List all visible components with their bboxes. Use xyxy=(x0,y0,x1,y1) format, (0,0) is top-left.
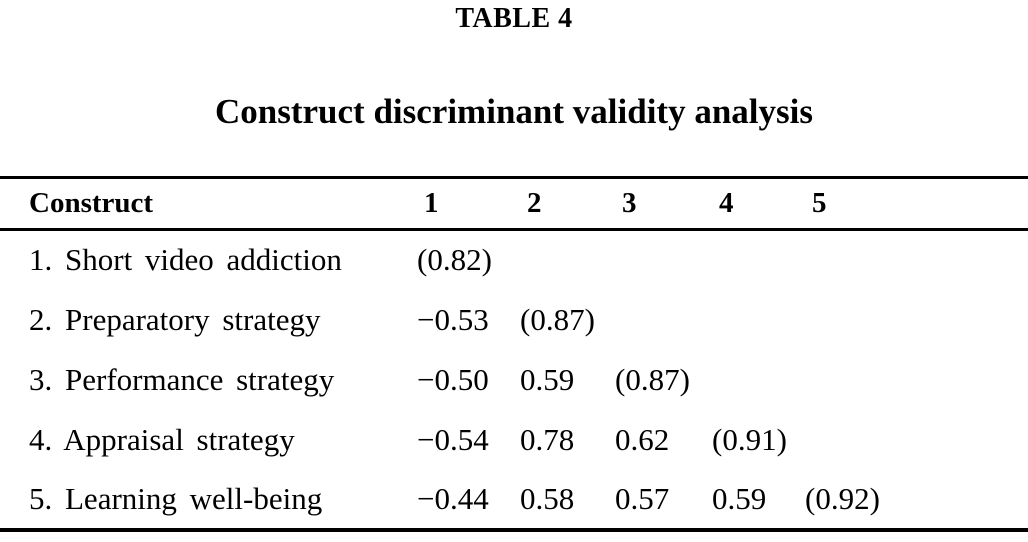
cell-r1c5 xyxy=(805,230,1028,290)
construct-label: 3. Performance strategy xyxy=(29,361,335,397)
header-cell-4: 4 xyxy=(712,177,805,231)
header-cell-3: 3 xyxy=(615,177,712,231)
table-row: 5. Learning well-being −0.44 0.58 0.57 0… xyxy=(0,470,1028,530)
cell-r3c1: −0.50 xyxy=(417,361,489,397)
cell-r5c2: 0.58 xyxy=(520,480,575,516)
table-row: 2. Preparatory strategy −0.53 (0.87) xyxy=(0,290,1028,350)
cell-r2c5 xyxy=(805,290,1028,350)
header-cell-construct: Construct xyxy=(0,177,417,231)
cell-r1c3 xyxy=(615,230,712,290)
header-cell-2: 2 xyxy=(520,177,615,231)
cell-r3c3: (0.87) xyxy=(615,361,690,397)
cell-r5c5: (0.92) xyxy=(805,480,880,516)
table-title: Construct discriminant validity analysis xyxy=(215,92,813,131)
table-row: 1. Short video addiction (0.82) xyxy=(0,230,1028,290)
cell-r4c4: (0.91) xyxy=(712,421,787,457)
cell-r1c1: (0.82) xyxy=(417,242,492,278)
cell-r3c5 xyxy=(805,350,1028,410)
cell-r3c2: 0.59 xyxy=(520,361,575,397)
header-cell-5: 5 xyxy=(805,177,1028,231)
table-number-label: TABLE 4 xyxy=(455,3,573,34)
cell-r4c3: 0.62 xyxy=(615,421,670,457)
cell-r2c2: (0.87) xyxy=(520,301,595,337)
table-row: 4. Appraisal strategy −0.54 0.78 0.62 (0… xyxy=(0,410,1028,470)
table-header-row: Construct 1 2 3 4 5 xyxy=(0,177,1028,231)
cell-r5c3: 0.57 xyxy=(615,480,670,516)
cell-r4c2: 0.78 xyxy=(520,421,575,457)
cell-r3c4 xyxy=(712,350,805,410)
construct-label: 4. Appraisal strategy xyxy=(29,421,295,457)
cell-r4c5 xyxy=(805,410,1028,470)
cell-r2c4 xyxy=(712,290,805,350)
construct-label: 2. Preparatory strategy xyxy=(29,301,321,337)
table-body: 1. Short video addiction (0.82) 2. Prepa… xyxy=(0,230,1028,530)
header-cell-1: 1 xyxy=(417,177,520,231)
construct-label: 5. Learning well-being xyxy=(29,480,323,516)
cell-r2c1: −0.53 xyxy=(417,301,489,337)
cell-r2c3 xyxy=(615,290,712,350)
construct-label: 1. Short video addiction xyxy=(29,242,342,278)
discriminant-validity-table: Construct 1 2 3 4 5 1. Short video addic… xyxy=(0,176,1028,532)
cell-r5c1: −0.44 xyxy=(417,480,489,516)
table-row: 3. Performance strategy −0.50 0.59 (0.87… xyxy=(0,350,1028,410)
cell-r1c2 xyxy=(520,230,615,290)
cell-r5c4: 0.59 xyxy=(712,480,767,516)
cell-r4c1: −0.54 xyxy=(417,421,489,457)
cell-r1c4 xyxy=(712,230,805,290)
